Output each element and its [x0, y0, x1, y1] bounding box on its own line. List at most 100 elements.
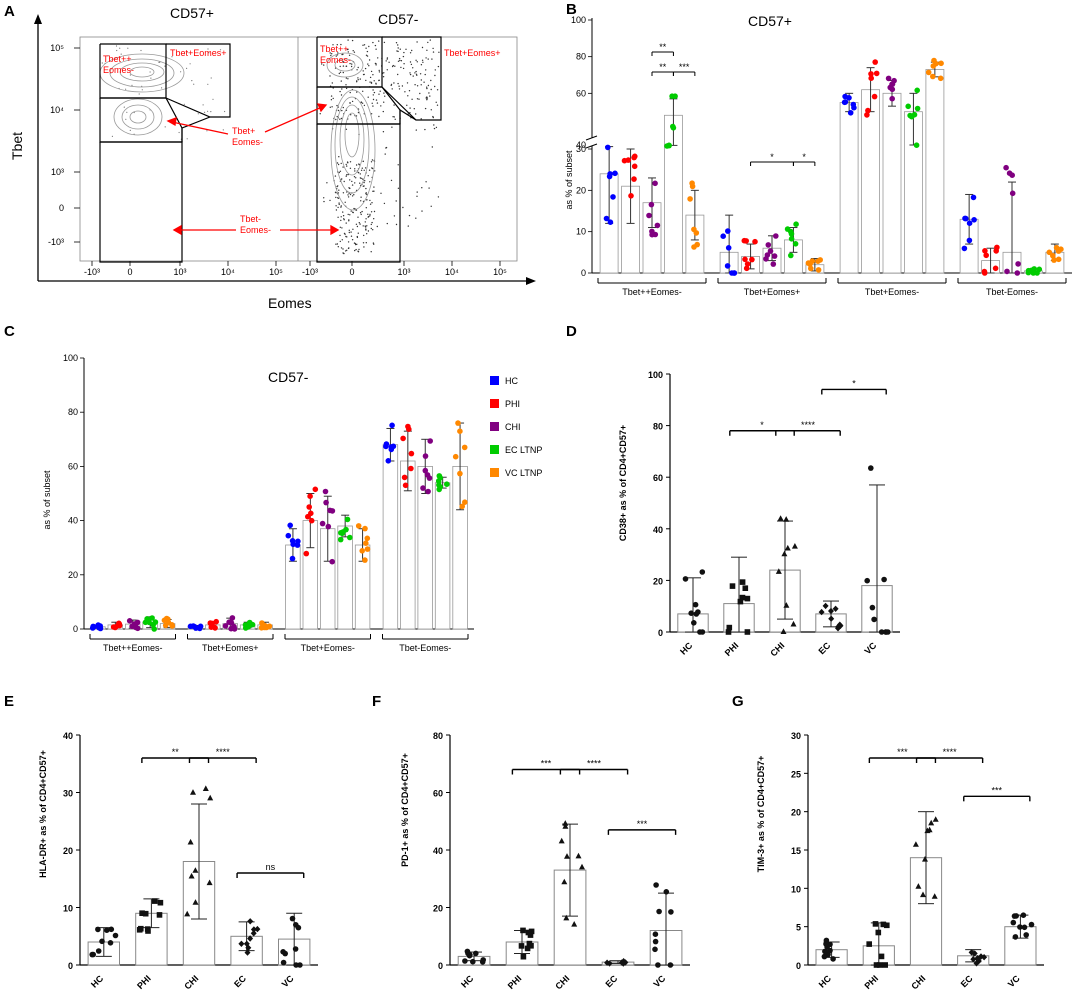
scatter-dot — [352, 50, 354, 52]
gate-label-tp-2: Eomes- — [232, 137, 263, 147]
y-tick-label: 80 — [68, 407, 78, 417]
scatter-dot — [433, 127, 436, 130]
scatter-dot — [365, 47, 367, 49]
scatter-dot — [338, 171, 340, 174]
scatter-dot — [359, 212, 362, 214]
scatter-dot — [372, 41, 374, 44]
data-point — [971, 950, 978, 957]
scatter-dot — [364, 67, 367, 70]
x-tick-label: PHI — [723, 640, 741, 658]
data-point — [244, 949, 251, 956]
scatter-dot — [359, 223, 361, 225]
scatter-dot — [397, 82, 399, 85]
y-tick-label: 0 — [796, 961, 801, 971]
scatter-dot — [340, 216, 342, 218]
scatter-dot — [361, 210, 363, 213]
data-point — [885, 75, 892, 82]
scatter-dot — [335, 196, 337, 199]
data-point — [308, 517, 315, 524]
scatter-dot — [341, 239, 343, 241]
data-point — [202, 785, 209, 791]
y-tick-label: 20 — [63, 846, 73, 856]
scatter-dot — [388, 61, 390, 63]
scatter-dot — [347, 39, 349, 41]
scatter-dot — [347, 51, 349, 53]
right-plot-title: CD57- — [378, 11, 419, 27]
scatter-dot — [342, 61, 345, 63]
scatter-dot — [339, 240, 341, 243]
scatter-dot — [406, 104, 408, 107]
scatter-dot — [342, 166, 344, 168]
gate-label-tpp-right-1: Tbet++ — [320, 44, 349, 54]
y-tick-label: 60 — [576, 88, 586, 98]
scatter-dot — [323, 64, 325, 66]
scatter-dot — [107, 55, 109, 57]
scatter-dot — [372, 98, 375, 101]
scatter-dot — [397, 73, 399, 76]
y-tick-label: 10⁵ — [50, 43, 64, 53]
x-axis-arrow-icon — [526, 277, 536, 285]
y-tick-label: 25 — [791, 769, 801, 779]
scatter-dot — [340, 80, 342, 82]
scatter-dot — [342, 71, 344, 74]
scatter-dot — [380, 105, 382, 107]
data-point — [1055, 248, 1062, 254]
significance-label: *** — [541, 759, 552, 769]
scatter-dot — [375, 64, 377, 66]
x-tick-label: HC — [678, 640, 695, 657]
scatter-dot — [340, 247, 343, 249]
data-point — [518, 943, 525, 949]
y-tick-label: 80 — [576, 52, 586, 62]
plot-frame — [79, 36, 518, 262]
data-point — [388, 444, 395, 450]
data-point — [823, 941, 829, 947]
scatter-dot — [370, 251, 372, 253]
panel-e: E HLA-DR+ as % of CD4+CD57+ 0 10 20 30 40 HC P… — [4, 693, 318, 991]
scatter-dot — [424, 128, 426, 131]
scatter-dot — [405, 48, 407, 50]
scatter-dot — [348, 220, 350, 222]
data-point — [424, 472, 431, 478]
data-point — [911, 111, 918, 118]
data-point — [739, 579, 746, 585]
scatter-dot — [397, 47, 399, 49]
scatter-dot — [347, 213, 349, 216]
scatter-dot — [383, 202, 386, 205]
y-tick-label: 40 — [653, 525, 663, 535]
x-tick-label: HC — [817, 973, 834, 990]
data-point — [563, 914, 570, 921]
scatter-dot — [363, 44, 366, 46]
scatter-dot — [376, 225, 378, 228]
scatter-dot — [408, 90, 411, 92]
scatter-dot — [431, 146, 433, 148]
data-point — [914, 87, 920, 94]
scatter-dot — [339, 118, 341, 120]
data-point — [631, 154, 637, 161]
data-point — [729, 583, 736, 589]
scatter-dot — [339, 71, 342, 74]
data-point — [652, 938, 659, 945]
data-point — [621, 157, 628, 164]
scatter-dot — [359, 182, 361, 184]
scatter-dot — [183, 52, 185, 55]
scatter-dot — [367, 63, 369, 65]
y-tick-label: 15 — [791, 846, 801, 856]
data-point — [247, 935, 254, 942]
y-tick-label: 20 — [68, 570, 78, 580]
scatter-dot — [378, 40, 380, 42]
scatter-dot — [430, 79, 432, 82]
scatter-dot — [358, 222, 360, 224]
bar — [925, 69, 945, 274]
scatter-dot — [435, 126, 438, 129]
scatter-dot — [400, 60, 403, 62]
scatter-dot — [365, 79, 367, 82]
scatter-dot — [390, 83, 393, 86]
scatter-dot — [367, 175, 369, 177]
scatter-dot — [378, 69, 380, 72]
scatter-dot — [348, 247, 350, 249]
scatter-dot — [372, 229, 374, 231]
data-point — [792, 241, 799, 247]
scatter-dot — [337, 185, 339, 187]
scatter-dot — [101, 62, 103, 64]
